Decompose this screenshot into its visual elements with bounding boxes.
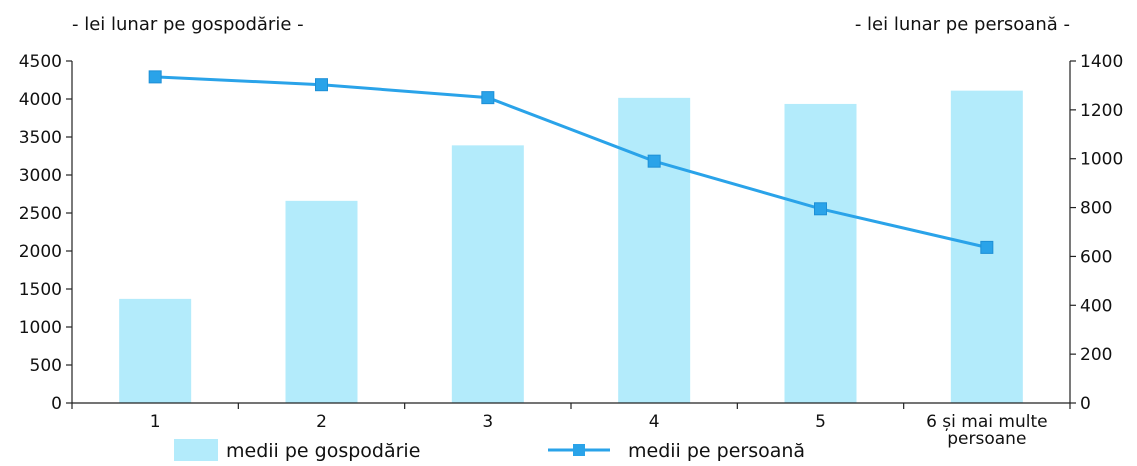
y-right-tick-label: 200: [1080, 345, 1112, 365]
y-right-tick-label: 400: [1080, 296, 1112, 316]
y-right-tick-label: 1200: [1080, 101, 1123, 121]
bar-4: [618, 98, 690, 403]
y-left-tick-label: 500: [30, 356, 62, 376]
line-marker-2: [316, 79, 328, 91]
legend-swatch-bar: [174, 439, 218, 461]
legend-swatch-marker: [573, 444, 585, 456]
line-marker-4: [648, 155, 660, 167]
legend: medii pe gospodărie medii pe persoană: [174, 439, 805, 462]
y-right-tick-label: 800: [1080, 199, 1112, 219]
line-series: [149, 71, 993, 254]
x-tick-label: 3: [482, 412, 493, 432]
line-marker-5: [815, 203, 827, 215]
line-marker-3: [482, 92, 494, 104]
y-left-tick-label: 3500: [19, 128, 62, 148]
y-right-tick-label: 0: [1080, 394, 1091, 414]
x-tick-label: 1: [150, 412, 161, 432]
y-left-tick-label: 4500: [19, 52, 62, 72]
y-left-tick-label: 1000: [19, 318, 62, 338]
x-tick-label: 6 și mai multe persoane: [926, 412, 1048, 449]
y-right-tick-label: 600: [1080, 247, 1112, 267]
legend-label-bar: medii pe gospodărie: [226, 440, 420, 462]
line-marker-6: [981, 241, 993, 253]
x-tick-label: 5: [815, 412, 826, 432]
y-right-tick-label: 1400: [1080, 52, 1123, 72]
y-left-tick-label: 3000: [19, 166, 62, 186]
bar-3: [452, 145, 524, 403]
bar-series: [119, 91, 1023, 403]
bar-1: [119, 299, 191, 403]
bar-5: [785, 104, 857, 403]
y-left-tick-label: 1500: [19, 280, 62, 300]
line-path: [155, 77, 987, 248]
y-left-tick-label: 2000: [19, 242, 62, 262]
legend-label-line: medii pe persoană: [628, 440, 805, 462]
y-left-tick-label: 2500: [19, 204, 62, 224]
y-right-tick-label: 1000: [1080, 150, 1123, 170]
bar-2: [286, 201, 358, 403]
x-tick-label: 2: [316, 412, 327, 432]
y-left-axis-title: - lei lunar pe gospodărie -: [72, 14, 304, 35]
line-marker-1: [149, 71, 161, 83]
y-left-tick-label: 0: [51, 394, 62, 414]
y-left-tick-label: 4000: [19, 90, 62, 110]
y-right-axis-title: - lei lunar pe persoană -: [855, 14, 1070, 35]
x-tick-label: 4: [649, 412, 660, 432]
